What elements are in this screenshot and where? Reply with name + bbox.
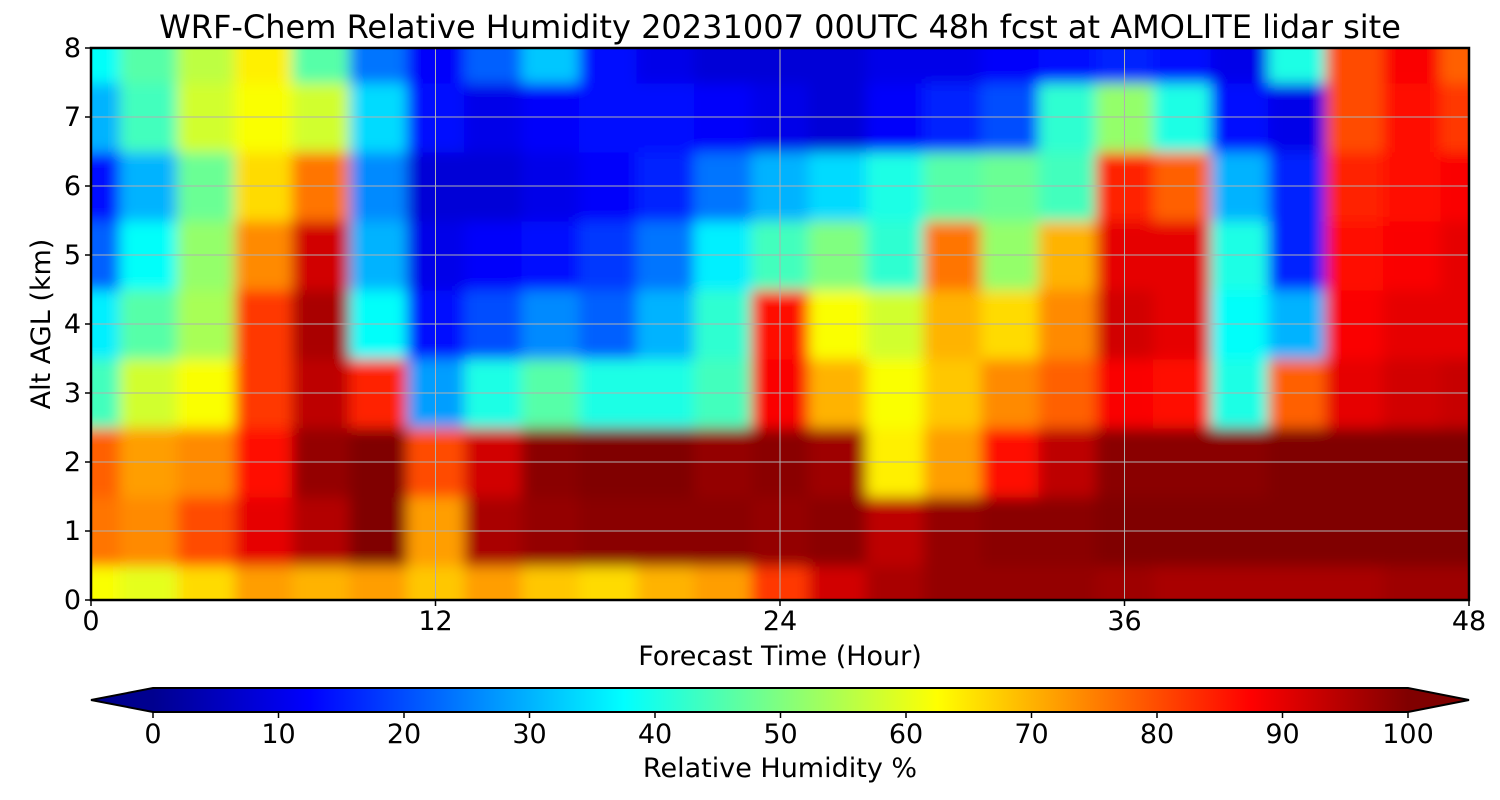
x-tick-label: 24 [763, 606, 797, 637]
y-axis-ticks: 0 1 2 3 4 5 6 7 8 [64, 33, 91, 616]
y-axis-label: Alt AGL (km) [26, 239, 57, 410]
heatmap-cell [521, 565, 580, 600]
heatmap-cell [521, 48, 580, 84]
colorbar-tick-label: 20 [387, 719, 421, 750]
heatmap-cell [119, 565, 178, 600]
heatmap-cell [1440, 48, 1469, 84]
heatmap-cell [808, 48, 867, 84]
chart-title: WRF-Chem Relative Humidity 20231007 00UT… [159, 8, 1401, 46]
heatmap-cell [177, 565, 236, 600]
colorbar-tick-label: 100 [1382, 719, 1434, 750]
heatmap-cell [1325, 565, 1384, 600]
grid-lines [91, 48, 1469, 600]
heatmap-cell [1038, 565, 1097, 600]
heatmap-cell [464, 48, 523, 84]
y-tick-label: 5 [64, 240, 81, 271]
y-tick-label: 8 [64, 33, 81, 64]
x-tick-label: 48 [1452, 606, 1486, 637]
heatmap-cell [980, 48, 1040, 84]
heatmap-cell [1382, 565, 1442, 600]
heatmap-cell [579, 48, 638, 84]
y-tick-label: 4 [64, 309, 81, 340]
heatmap-cell [234, 565, 293, 600]
heatmap-cell [636, 48, 695, 84]
heatmap-cell [177, 48, 236, 84]
heatmap-cell [693, 48, 753, 84]
heatmap-cell [1153, 48, 1212, 84]
heatmap-cell [579, 565, 638, 600]
heatmap-cell [866, 48, 925, 84]
heatmap-cell [1325, 48, 1384, 84]
y-tick-label: 3 [64, 378, 81, 409]
heatmap-cell [636, 565, 695, 600]
colorbar-tick-label: 60 [889, 719, 923, 750]
x-axis-ticks: 0 12 24 36 48 [82, 600, 1486, 637]
y-tick-label: 6 [64, 171, 81, 202]
heatmap-cell [291, 565, 351, 600]
colorbar-extend-max [1408, 688, 1469, 712]
colorbar-tick-label: 80 [1140, 719, 1174, 750]
colorbar: 0 10 20 30 40 50 60 70 80 90 100 Relative Humidity… [90, 687, 1470, 784]
colorbar-extend-min [91, 688, 153, 712]
y-tick-label: 0 [64, 585, 81, 616]
heatmap-cells [91, 48, 1469, 600]
colorbar-tick-label: 30 [512, 719, 546, 750]
colorbar-tick-label: 40 [638, 719, 672, 750]
heatmap-cell [1038, 48, 1097, 84]
heatmap-cell [349, 565, 408, 600]
heatmap-cell [1382, 48, 1442, 84]
colorbar-tick-label: 90 [1265, 719, 1299, 750]
heatmap-cell [808, 565, 867, 600]
heatmap-cell [923, 565, 982, 600]
heatmap-cell [1440, 565, 1469, 600]
heatmap-area [91, 48, 1469, 600]
colorbar-tick-label: 70 [1014, 719, 1048, 750]
colorbar-tick-label: 0 [144, 719, 161, 750]
colorbar-ticks: 0 10 20 30 40 50 60 70 80 90 100 [144, 712, 1434, 750]
heatmap-cell [1153, 565, 1212, 600]
x-tick-label: 12 [418, 606, 452, 637]
y-tick-label: 2 [64, 447, 81, 478]
colorbar-tick-label: 10 [261, 719, 295, 750]
colorbar-label: Relative Humidity % [643, 753, 917, 784]
heatmap-cell [1268, 565, 1327, 600]
heatmap-cell [119, 48, 178, 84]
heatmap-cell [464, 565, 523, 600]
heatmap-cell [980, 565, 1040, 600]
heatmap-cell [866, 565, 925, 600]
x-tick-label: 0 [82, 606, 99, 637]
heatmap-cell [349, 48, 408, 84]
y-tick-label: 1 [64, 516, 81, 547]
colorbar-tick-label: 50 [763, 719, 797, 750]
heatmap-cell [1210, 565, 1269, 600]
heatmap-cell [91, 48, 121, 84]
heatmap-cell [291, 48, 351, 84]
heatmap-cell [91, 565, 121, 600]
heatmap-cell [234, 48, 293, 84]
x-axis-label: Forecast Time (Hour) [638, 641, 922, 672]
heatmap-cell [693, 565, 753, 600]
x-tick-label: 36 [1107, 606, 1141, 637]
heatmap-cell [923, 48, 982, 84]
y-tick-label: 7 [64, 102, 81, 133]
heatmap-cell [1268, 48, 1327, 84]
colorbar-gradient [153, 688, 1408, 712]
heatmap-cell [1210, 48, 1269, 84]
